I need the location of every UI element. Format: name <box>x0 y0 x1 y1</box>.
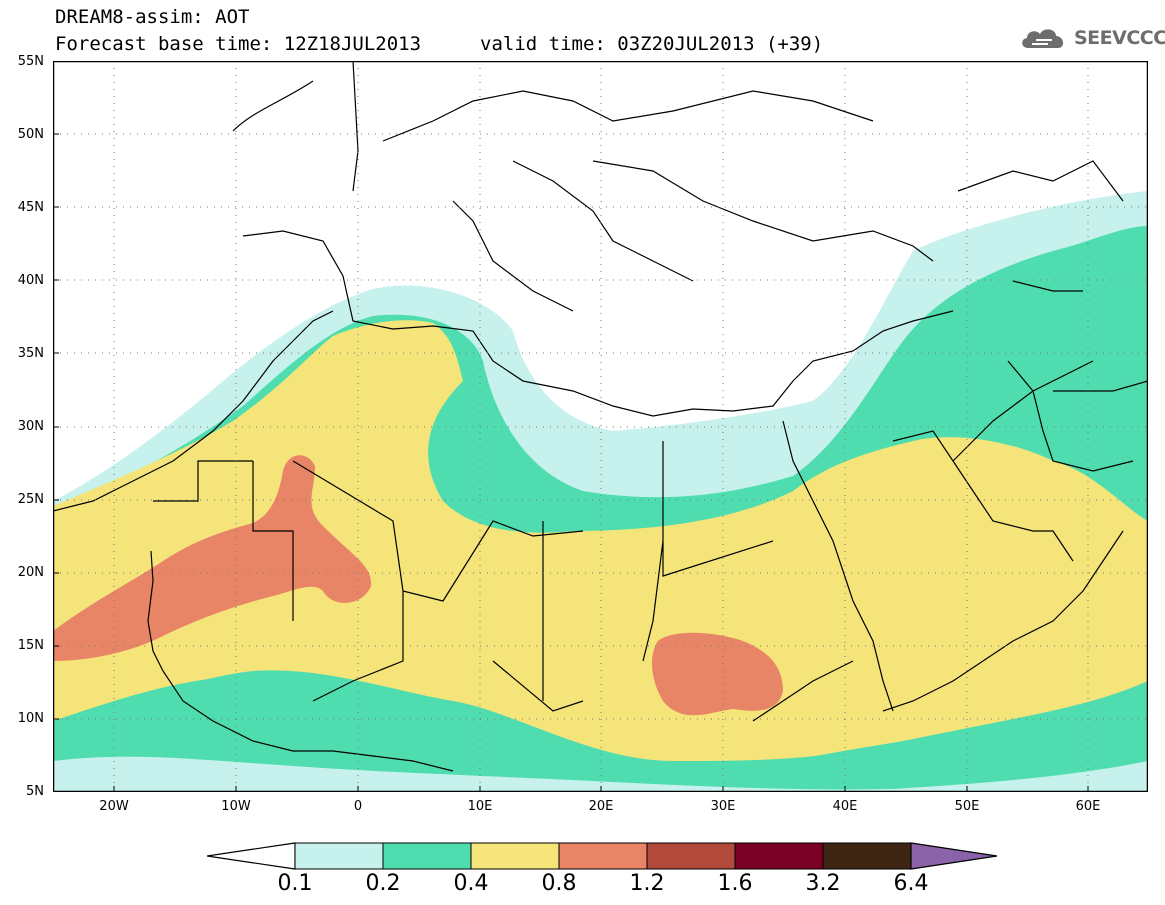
colorbar-label: 1.6 <box>717 871 753 896</box>
axis-ticks <box>53 133 1089 792</box>
aot-band-0.8 <box>53 455 372 661</box>
lat-label: 10N <box>17 711 44 726</box>
colorbar-swatch <box>382 842 472 870</box>
lon-label: 20E <box>588 799 614 814</box>
chart-title: DREAM8-assim: AOT <box>55 6 250 28</box>
seevccc-logo: SEEVCCC <box>1018 24 1165 52</box>
aot-band-lowest <box>53 756 1148 792</box>
lon-label: 30E <box>710 799 736 814</box>
lon-label: 10E <box>467 799 493 814</box>
coastlines <box>53 61 1148 772</box>
logo-text: SEEVCCC <box>1074 27 1165 49</box>
lat-label: 25N <box>17 492 44 507</box>
lat-label: 45N <box>17 200 44 215</box>
colorbar-label: 0.2 <box>365 871 401 896</box>
colorbar-swatch <box>294 842 384 870</box>
colorbar-swatch <box>822 842 912 870</box>
lon-label: 60E <box>1075 799 1101 814</box>
colorbar-over-arrow <box>910 842 998 870</box>
colorbar-label: 3.2 <box>805 871 841 896</box>
lat-label: 50N <box>17 127 44 142</box>
lat-label: 20N <box>17 565 44 580</box>
lat-label: 30N <box>17 419 44 434</box>
colorbar <box>207 842 998 870</box>
map-panel <box>52 60 1149 793</box>
lat-label: 35N <box>17 346 44 361</box>
colorbar-label: 0.8 <box>541 871 577 896</box>
valid-time: valid time: 03Z20JUL2013 (+39) <box>480 33 824 55</box>
lat-label: 55N <box>17 54 44 69</box>
colorbar-label: 0.4 <box>453 871 489 896</box>
lon-label: 20W <box>99 799 129 814</box>
colorbar-swatch <box>734 842 824 870</box>
colorbar-label: 6.4 <box>893 871 929 896</box>
lon-label: 10W <box>221 799 251 814</box>
lon-label: 0 <box>353 799 363 814</box>
colorbar-label: 1.2 <box>629 871 665 896</box>
aot-band-lower <box>53 675 1148 792</box>
lat-label: 5N <box>26 784 44 799</box>
lon-label: 40E <box>832 799 858 814</box>
aot-band-0.4 <box>53 320 1148 761</box>
colorbar-under-arrow <box>207 842 296 870</box>
colorbar-swatch <box>558 842 648 870</box>
lat-label: 15N <box>17 638 44 653</box>
colorbar-swatch <box>470 842 560 870</box>
aot-band-0.8-sudan <box>651 632 783 716</box>
colorbar-swatch <box>646 842 736 870</box>
colorbar-label: 0.1 <box>277 871 313 896</box>
forecast-base-time: Forecast base time: 12Z18JUL2013 <box>55 33 422 55</box>
lat-label: 40N <box>17 273 44 288</box>
aot-map <box>52 60 1149 793</box>
lon-label: 50E <box>954 799 980 814</box>
cloud-icon <box>1022 29 1064 48</box>
